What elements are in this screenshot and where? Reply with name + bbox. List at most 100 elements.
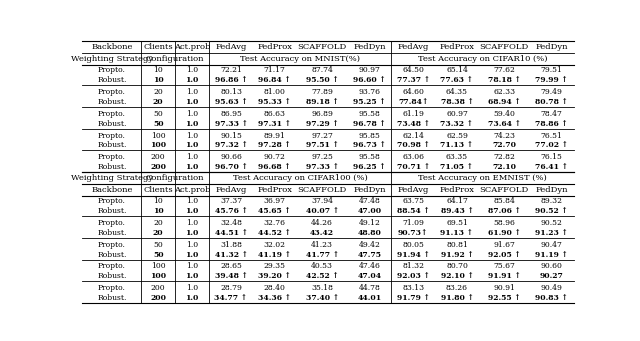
- Text: 68.94 ↑: 68.94 ↑: [488, 98, 521, 106]
- Text: 37.94: 37.94: [311, 197, 333, 205]
- Text: 10: 10: [153, 207, 164, 215]
- Text: 1.0: 1.0: [186, 197, 198, 205]
- Text: 71.05 ↑: 71.05 ↑: [440, 163, 474, 171]
- Text: Backbone: Backbone: [91, 186, 132, 194]
- Text: 79.99 ↑: 79.99 ↑: [535, 76, 568, 84]
- Text: 70.98 ↑: 70.98 ↑: [397, 142, 429, 149]
- Text: 79.49: 79.49: [541, 88, 563, 96]
- Text: Weighting Strategy: Weighting Strategy: [71, 174, 153, 182]
- Text: Backbone: Backbone: [91, 43, 132, 51]
- Text: FedDyn: FedDyn: [353, 43, 386, 51]
- Text: 100: 100: [150, 142, 166, 149]
- Text: 81.32: 81.32: [402, 262, 424, 270]
- Text: Test Accuracy on EMNIST (%): Test Accuracy on EMNIST (%): [418, 174, 547, 182]
- Text: 63.35: 63.35: [446, 153, 468, 161]
- Text: 200: 200: [151, 284, 166, 292]
- Text: FedAvg: FedAvg: [397, 186, 429, 194]
- Text: 44.52 ↑: 44.52 ↑: [259, 229, 291, 237]
- Text: 87.74: 87.74: [311, 66, 333, 74]
- Text: 77.37 ↑: 77.37 ↑: [397, 76, 430, 84]
- Text: Robust.: Robust.: [97, 251, 127, 258]
- Text: 80.81: 80.81: [446, 240, 468, 249]
- Text: 86.63: 86.63: [264, 110, 286, 118]
- Text: 91.23 ↑: 91.23 ↑: [535, 229, 568, 237]
- Text: 1.0: 1.0: [186, 132, 198, 139]
- Text: 1.0: 1.0: [186, 272, 199, 280]
- Text: Weighting Strategy: Weighting Strategy: [71, 55, 153, 63]
- Text: 44.01: 44.01: [357, 294, 381, 302]
- Text: FedDyn: FedDyn: [536, 43, 568, 51]
- Text: 95.50 ↑: 95.50 ↑: [306, 76, 339, 84]
- Text: 1.0: 1.0: [186, 229, 199, 237]
- Text: 1.0: 1.0: [186, 110, 198, 118]
- Text: 88.54 ↑: 88.54 ↑: [397, 207, 429, 215]
- Text: 41.19 ↑: 41.19 ↑: [259, 251, 291, 258]
- Text: 100: 100: [151, 262, 166, 270]
- Text: 97.28 ↑: 97.28 ↑: [259, 142, 291, 149]
- Text: 90.73↑: 90.73↑: [398, 229, 428, 237]
- Text: 47.48: 47.48: [358, 197, 380, 205]
- Text: 37.37: 37.37: [220, 197, 242, 205]
- Text: 34.36 ↑: 34.36 ↑: [259, 294, 291, 302]
- Text: 80.70: 80.70: [446, 262, 468, 270]
- Text: SCAFFOLD: SCAFFOLD: [479, 43, 529, 51]
- Text: 1.0: 1.0: [186, 88, 198, 96]
- Text: 49.12: 49.12: [358, 219, 380, 227]
- Text: Test Accuracy on CIFAR10 (%): Test Accuracy on CIFAR10 (%): [418, 55, 547, 63]
- Text: 89.91: 89.91: [264, 132, 285, 139]
- Text: 60.97: 60.97: [446, 110, 468, 118]
- Text: 90.72: 90.72: [264, 153, 285, 161]
- Text: Propto.: Propto.: [98, 197, 126, 205]
- Text: 72.21: 72.21: [220, 66, 242, 74]
- Text: 35.18: 35.18: [311, 284, 333, 292]
- Text: 45.76 ↑: 45.76 ↑: [214, 207, 248, 215]
- Text: 1.0: 1.0: [186, 219, 198, 227]
- Text: 97.29 ↑: 97.29 ↑: [306, 120, 339, 128]
- Text: 1.0: 1.0: [186, 240, 198, 249]
- Text: 1.0: 1.0: [186, 262, 198, 270]
- Text: 80.05: 80.05: [403, 240, 424, 249]
- Text: 44.26: 44.26: [311, 219, 333, 227]
- Text: 41.32 ↑: 41.32 ↑: [214, 251, 248, 258]
- Text: 1.0: 1.0: [186, 207, 199, 215]
- Text: 69.51: 69.51: [446, 219, 468, 227]
- Text: 78.86 ↑: 78.86 ↑: [535, 120, 568, 128]
- Text: 97.25: 97.25: [311, 153, 333, 161]
- Text: Robust.: Robust.: [97, 294, 127, 302]
- Text: Test Accuracy on MNIST(%): Test Accuracy on MNIST(%): [240, 55, 360, 63]
- Text: 96.25 ↑: 96.25 ↑: [353, 163, 386, 171]
- Text: FedDyn: FedDyn: [536, 186, 568, 194]
- Text: 81.00: 81.00: [264, 88, 285, 96]
- Text: 1.0: 1.0: [186, 284, 198, 292]
- Text: 90.49: 90.49: [541, 284, 563, 292]
- Text: Clients: Clients: [143, 43, 173, 51]
- Text: FedProx: FedProx: [257, 186, 292, 194]
- Text: 91.92 ↑: 91.92 ↑: [440, 251, 474, 258]
- Text: 89.32: 89.32: [541, 197, 563, 205]
- Text: 42.52 ↑: 42.52 ↑: [306, 272, 339, 280]
- Text: 83.26: 83.26: [446, 284, 468, 292]
- Text: 70.71 ↑: 70.71 ↑: [397, 163, 430, 171]
- Text: SCAFFOLD: SCAFFOLD: [298, 43, 347, 51]
- Text: 97.32 ↑: 97.32 ↑: [214, 142, 248, 149]
- Text: Robust.: Robust.: [97, 76, 127, 84]
- Text: Robust.: Robust.: [97, 207, 127, 215]
- Text: 76.15: 76.15: [541, 153, 563, 161]
- Text: 37.40 ↑: 37.40 ↑: [305, 294, 339, 302]
- Text: 1.0: 1.0: [186, 163, 199, 171]
- Text: 50: 50: [153, 251, 164, 258]
- Text: 47.75: 47.75: [358, 251, 381, 258]
- Text: 1.0: 1.0: [186, 294, 199, 302]
- Text: Robust.: Robust.: [97, 229, 127, 237]
- Text: 1.0: 1.0: [186, 76, 199, 84]
- Text: 95.33 ↑: 95.33 ↑: [259, 98, 291, 106]
- Text: 90.91: 90.91: [493, 284, 515, 292]
- Text: Configuration: Configuration: [146, 55, 204, 63]
- Text: 48.80: 48.80: [358, 229, 381, 237]
- Text: 64.50: 64.50: [403, 66, 424, 74]
- Text: 34.77 ↑: 34.77 ↑: [214, 294, 248, 302]
- Text: 71.17: 71.17: [264, 66, 285, 74]
- Text: 95.63 ↑: 95.63 ↑: [214, 98, 248, 106]
- Text: 20: 20: [153, 229, 164, 237]
- Text: 100: 100: [151, 132, 166, 139]
